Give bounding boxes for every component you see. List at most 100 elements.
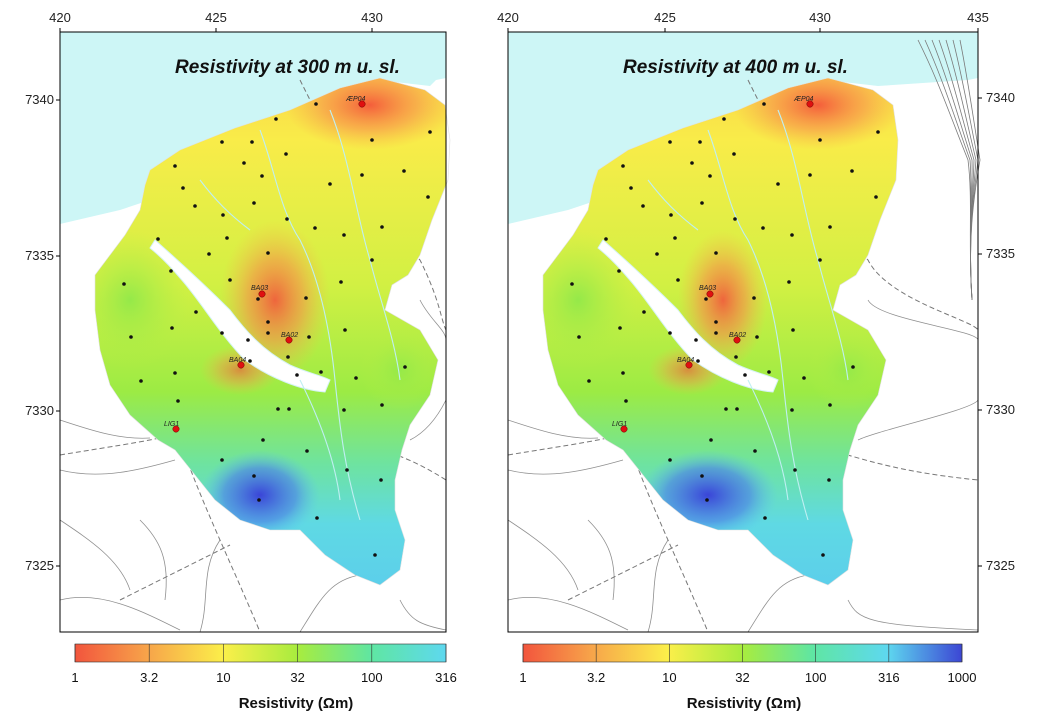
station-dot: [228, 278, 232, 282]
station-dot: [345, 468, 349, 472]
station-dot: [315, 516, 319, 520]
borehole-marker: [285, 336, 293, 344]
station-dot: [342, 233, 346, 237]
colorbar-tick-label: 100: [361, 670, 383, 685]
station-dot: [173, 371, 177, 375]
station-dot: [304, 296, 308, 300]
station-dot: [173, 164, 177, 168]
station-dot: [266, 251, 270, 255]
station-dot: [762, 102, 766, 106]
station-dot: [250, 140, 254, 144]
colorbar-tick-label: 32: [290, 670, 304, 685]
contour-lines: [59, 299, 447, 633]
station-dot: [252, 474, 256, 478]
station-dot: [256, 297, 260, 301]
rivers: [199, 109, 401, 521]
map-title: Resistivity at 400 m u. sl.: [623, 57, 848, 78]
borehole-label: BA04: [677, 357, 694, 364]
borehole-label: ÆP04: [793, 96, 814, 103]
borehole-label: BA03: [699, 285, 716, 292]
x-tick-label: 425: [654, 10, 676, 25]
borehole-label: LIG1: [164, 421, 179, 428]
map-panel-300m: ÆP04 BA03 BA02 BA04 LIG1 Resistivity at 300 m…: [25, 10, 457, 712]
station-dot: [370, 138, 374, 142]
station-dot: [286, 355, 290, 359]
station-dot: [734, 355, 738, 359]
borehole-marker: [706, 290, 714, 298]
station-dot: [169, 269, 173, 273]
station-dot: [295, 373, 299, 377]
station-dot: [851, 365, 855, 369]
station-dot: [767, 370, 771, 374]
fjord: [149, 239, 331, 393]
station-dot: [808, 173, 812, 177]
station-dot: [714, 320, 718, 324]
fjord: [597, 239, 779, 393]
station-dot: [266, 320, 270, 324]
x-tick-label: 430: [809, 10, 831, 25]
x-tick-label: 420: [497, 10, 519, 25]
station-dot: [722, 117, 726, 121]
station-dot: [122, 282, 126, 286]
station-dot: [176, 399, 180, 403]
station-dot: [343, 328, 347, 332]
station-dot: [791, 328, 795, 332]
survey-outline: [542, 77, 899, 586]
colorbar-tick-label: 10: [662, 670, 676, 685]
y-tick-label: 7340: [25, 92, 54, 107]
station-dot: [850, 169, 854, 173]
station-dot: [827, 478, 831, 482]
station-dot: [818, 138, 822, 142]
station-dot: [704, 297, 708, 301]
map-panel-400m: ÆP04 BA03 BA02 BA04 LIG1 Resistivity at 400 m…: [497, 10, 1015, 712]
station-dot: [700, 474, 704, 478]
station-dot: [735, 407, 739, 411]
y-tick-label: 7325: [986, 558, 1015, 573]
station-dot: [641, 204, 645, 208]
borehole-label: BA04: [229, 357, 246, 364]
station-dot: [428, 130, 432, 134]
station-dot: [618, 326, 622, 330]
station-dot: [170, 326, 174, 330]
station-dot: [403, 365, 407, 369]
station-dot: [668, 140, 672, 144]
station-dot: [207, 252, 211, 256]
station-dot: [426, 195, 430, 199]
station-dot: [755, 335, 759, 339]
station-dot: [708, 174, 712, 178]
station-dot: [380, 225, 384, 229]
colorbar-tick-label: 316: [435, 670, 457, 685]
station-dot: [793, 468, 797, 472]
station-dot: [260, 174, 264, 178]
x-tick-label: 420: [49, 10, 71, 25]
colorbar: 1 3.2 10 32 100 316 Resistivity (Ωm): [71, 643, 457, 712]
station-dot: [753, 449, 757, 453]
y-tick-label: 7335: [986, 246, 1015, 261]
station-dot: [673, 236, 677, 240]
colorbar-tick-label: 316: [878, 670, 900, 685]
station-dot: [828, 225, 832, 229]
sea-area: [508, 32, 978, 224]
borehole-label: LIG1: [612, 421, 627, 428]
station-dot: [373, 553, 377, 557]
station-dot: [694, 338, 698, 342]
x-tick-label: 425: [205, 10, 227, 25]
station-dot: [818, 258, 822, 262]
station-dot: [698, 140, 702, 144]
borehole-marker: [172, 425, 180, 433]
y-tick-label: 7325: [25, 558, 54, 573]
y-tick-label: 7335: [25, 248, 54, 263]
station-dot: [252, 201, 256, 205]
station-dot: [821, 553, 825, 557]
station-dot: [696, 359, 700, 363]
station-dot: [248, 359, 252, 363]
station-dot: [714, 331, 718, 335]
colorbar-tick-label: 32: [735, 670, 749, 685]
station-dot: [285, 217, 289, 221]
station-dot: [787, 280, 791, 284]
station-dot: [790, 233, 794, 237]
station-dot: [276, 407, 280, 411]
station-dot: [156, 237, 160, 241]
borehole-marker: [733, 336, 741, 344]
colorbar-label: Resistivity (Ωm): [687, 695, 802, 712]
